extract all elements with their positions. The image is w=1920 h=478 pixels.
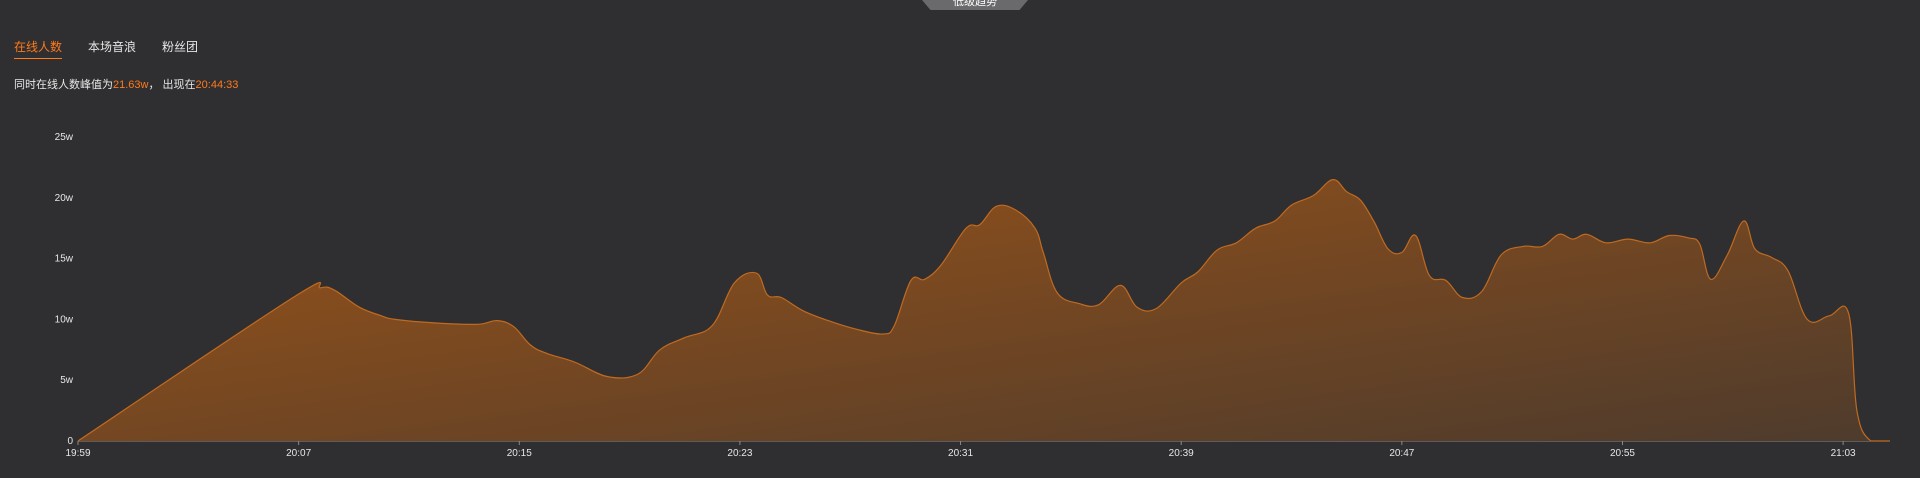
y-axis: 0 5w 10w 15w 20w 25w <box>55 132 74 447</box>
peak-summary-prefix: 同时在线人数峰值为 <box>14 79 113 91</box>
series-line <box>77 178 1890 442</box>
peak-summary-middle: ， 出现在 <box>148 79 196 91</box>
view-mode-tab[interactable]: 低级趋势 <box>922 0 1028 10</box>
peak-summary: 同时在线人数峰值为21.63w， 出现在20:44:33 <box>14 76 238 92</box>
tab-sound-waves[interactable]: 本场音浪 <box>88 40 137 54</box>
y-tick-label: 5w <box>60 375 74 386</box>
x-axis: 19:59 20:07 20:15 20:23 20:31 20:39 20:47 20:55… <box>65 440 1890 459</box>
y-tick-label: 15w <box>55 254 74 265</box>
x-tick-label: 20:15 <box>507 448 532 459</box>
metric-tabs: 在线人数 本场音浪 粉丝团 <box>14 38 198 59</box>
x-tick-label: 20:55 <box>1610 448 1635 459</box>
peak-time: 20:44:33 <box>195 79 239 91</box>
view-mode-tab-label: 低级趋势 <box>953 0 997 8</box>
y-tick-label: 10w <box>55 314 74 325</box>
y-tick-label: 25w <box>55 132 74 143</box>
y-tick-label: 20w <box>55 193 74 204</box>
series-area <box>78 179 1890 442</box>
x-tick-label: 19:59 <box>65 448 90 459</box>
tab-fan-club[interactable]: 粉丝团 <box>162 40 199 54</box>
x-tick-label: 20:23 <box>727 448 752 459</box>
x-tick-label: 20:39 <box>1169 448 1194 459</box>
peak-value: 21.63w <box>113 79 149 91</box>
tab-online-users[interactable]: 在线人数 <box>14 38 63 59</box>
x-tick-label: 20:07 <box>286 448 311 459</box>
x-tick-label: 20:31 <box>948 448 973 459</box>
x-tick-label: 20:47 <box>1389 448 1414 459</box>
y-tick-label: 0 <box>67 436 73 447</box>
x-tick-label: 21:03 <box>1831 448 1856 459</box>
